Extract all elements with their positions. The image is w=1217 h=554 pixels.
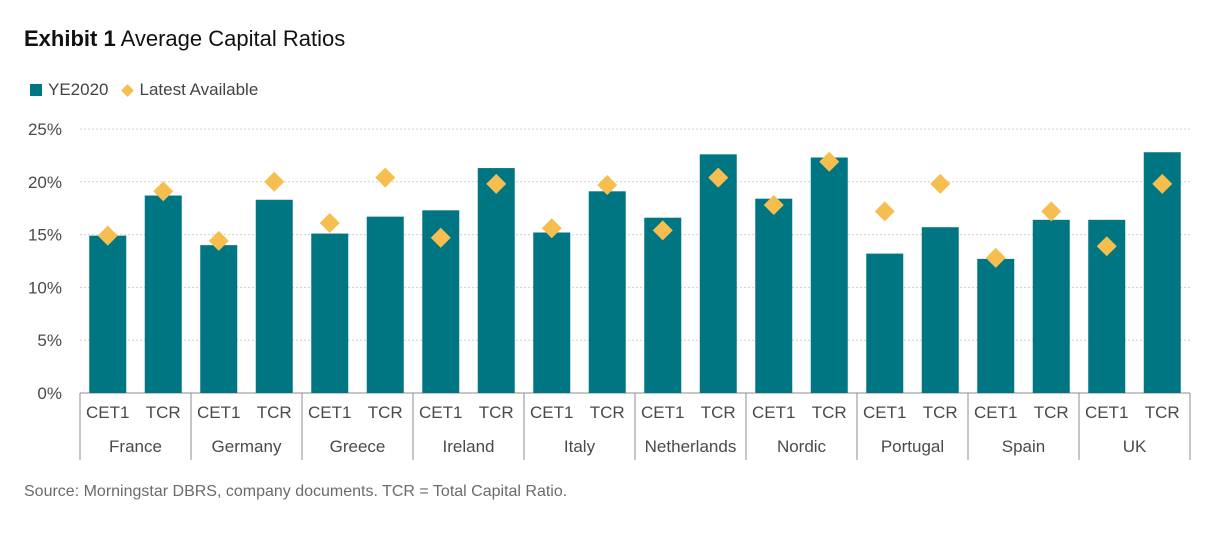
x-sub-label: CET1 — [1085, 403, 1128, 422]
diamond-marker — [208, 230, 229, 251]
bar — [366, 216, 404, 393]
x-sub-label: CET1 — [197, 403, 240, 422]
x-sub-label: CET1 — [86, 403, 129, 422]
x-sub-label: TCR — [590, 403, 625, 422]
y-tick-label: 5% — [37, 331, 62, 350]
x-sub-label: TCR — [368, 403, 403, 422]
diamond-marker — [375, 167, 396, 188]
bar — [533, 232, 571, 393]
x-sub-label: TCR — [257, 403, 292, 422]
x-group-label: Netherlands — [645, 437, 737, 456]
x-sub-label: TCR — [701, 403, 736, 422]
diamond-marker — [763, 195, 784, 216]
x-group-label: Ireland — [443, 437, 495, 456]
x-sub-label: CET1 — [974, 403, 1017, 422]
bar — [810, 157, 848, 393]
x-sub-label: TCR — [1034, 403, 1069, 422]
diamond-marker — [597, 174, 618, 195]
diamond-marker — [1096, 236, 1117, 257]
bar-chart: 0% 5% 10% 15% 20% 25% CET1 TCR CET1 TCR CET1 TCR CET… — [28, 120, 1191, 460]
diamond-marker — [97, 225, 118, 246]
x-group-label: Spain — [1002, 437, 1045, 456]
x-group-label: Greece — [330, 437, 386, 456]
diamond-marker — [319, 212, 340, 233]
x-sub-label: CET1 — [863, 403, 906, 422]
diamond-marker — [985, 247, 1006, 268]
x-sub-label: CET1 — [308, 403, 351, 422]
x-group-label: France — [109, 437, 162, 456]
y-tick-label: 10% — [28, 278, 62, 297]
bar — [921, 227, 959, 393]
diamond-marker — [930, 173, 951, 194]
x-sub-label: CET1 — [752, 403, 795, 422]
y-tick-label: 0% — [37, 384, 62, 403]
title-text: Average Capital Ratios — [120, 26, 346, 51]
legend-label-latest: Latest Available — [139, 80, 259, 99]
bar — [977, 258, 1015, 393]
bar — [89, 235, 127, 393]
bar — [1032, 219, 1070, 393]
chart-title: Exhibit 1 Average Capital Ratios — [24, 26, 345, 52]
exhibit-label: Exhibit 1 — [24, 26, 116, 51]
y-tick-label: 20% — [28, 173, 62, 192]
x-sub-label: TCR — [146, 403, 181, 422]
x-group-label: Italy — [564, 437, 596, 456]
x-group-label: Portugal — [881, 437, 944, 456]
diamond-marker — [153, 181, 174, 202]
diamond-marker — [874, 201, 895, 222]
y-tick-label: 15% — [28, 226, 62, 245]
y-tick-label: 25% — [28, 120, 62, 139]
bar — [755, 198, 793, 393]
bar — [200, 245, 238, 393]
bar — [144, 195, 182, 393]
diamond-marker — [652, 220, 673, 241]
diamond-marker — [430, 227, 451, 248]
x-sub-label: TCR — [923, 403, 958, 422]
diamond-marker — [708, 167, 729, 188]
x-group-label: Nordic — [777, 437, 827, 456]
legend-bar-swatch — [30, 84, 42, 96]
source-note: Source: Morningstar DBRS, company docume… — [24, 483, 568, 500]
x-group-label: Germany — [212, 437, 282, 456]
bar — [699, 154, 737, 393]
diamond-marker — [1041, 201, 1062, 222]
x-sub-label: CET1 — [641, 403, 684, 422]
bar — [588, 191, 626, 393]
diamond-marker — [819, 151, 840, 172]
bar — [311, 233, 349, 393]
diamond-marker — [1152, 173, 1173, 194]
bar — [477, 168, 515, 393]
x-sub-label: CET1 — [419, 403, 462, 422]
x-sub-label: CET1 — [530, 403, 573, 422]
x-sub-label: TCR — [1145, 403, 1180, 422]
diamond-marker — [264, 171, 285, 192]
x-sub-label: TCR — [479, 403, 514, 422]
bar — [644, 217, 682, 393]
x-sub-label: TCR — [812, 403, 847, 422]
bar — [255, 199, 293, 393]
x-group-label: UK — [1123, 437, 1147, 456]
diamond-marker — [486, 173, 507, 194]
bar — [866, 253, 904, 393]
legend: YE2020 Latest Available — [30, 80, 258, 100]
diamond-marker — [541, 218, 562, 239]
legend-label-ye2020: YE2020 — [48, 80, 109, 99]
